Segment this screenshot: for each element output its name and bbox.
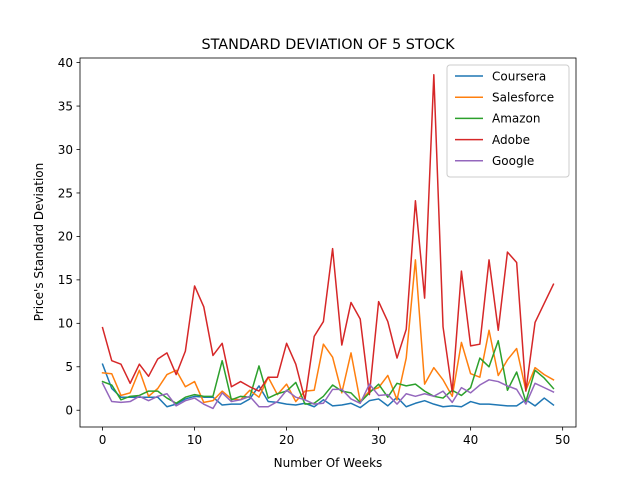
x-axis-label: Number Of Weeks bbox=[274, 456, 383, 470]
series-line-salesforce bbox=[101, 259, 555, 404]
x-tick-label: 40 bbox=[463, 433, 478, 447]
series-line-amazon bbox=[101, 339, 555, 405]
series-line-coursera bbox=[101, 363, 555, 409]
y-axis-ticks: 0 5 10 15 20 25 30 35 40 bbox=[58, 56, 80, 418]
axes-frame bbox=[79, 57, 577, 428]
legend: Coursera Salesforce Amazon Adobe Google bbox=[446, 64, 570, 178]
x-axis-ticks: 0 10 20 30 40 50 bbox=[99, 427, 570, 447]
legend-label: Coursera bbox=[492, 69, 546, 83]
series-line-google bbox=[101, 379, 555, 410]
y-tick-label: 30 bbox=[58, 143, 73, 157]
y-tick-label: 35 bbox=[58, 99, 73, 113]
legend-label: Google bbox=[492, 154, 534, 168]
x-tick-label: 0 bbox=[99, 433, 107, 447]
y-tick-label: 40 bbox=[58, 56, 73, 70]
x-tick-label: 50 bbox=[555, 433, 570, 447]
legend-label: Salesforce bbox=[492, 91, 554, 105]
y-tick-label: 0 bbox=[65, 404, 73, 418]
y-tick-label: 25 bbox=[58, 186, 73, 200]
x-tick-label: 10 bbox=[187, 433, 202, 447]
legend-label: Adobe bbox=[492, 133, 530, 147]
plot-lines bbox=[101, 74, 555, 410]
y-tick-label: 20 bbox=[58, 230, 73, 244]
legend-label: Amazon bbox=[492, 112, 541, 126]
legend-box bbox=[446, 64, 570, 178]
chart-title: STANDARD DEVIATION OF 5 STOCK bbox=[201, 37, 455, 53]
y-tick-label: 5 bbox=[65, 360, 73, 374]
x-tick-label: 20 bbox=[279, 433, 294, 447]
y-axis-label: Price's Standard Deviation bbox=[32, 163, 46, 321]
series-line-adobe bbox=[101, 74, 555, 401]
y-tick-label: 15 bbox=[58, 273, 73, 287]
y-tick-label: 10 bbox=[58, 317, 73, 331]
x-tick-label: 30 bbox=[371, 433, 386, 447]
